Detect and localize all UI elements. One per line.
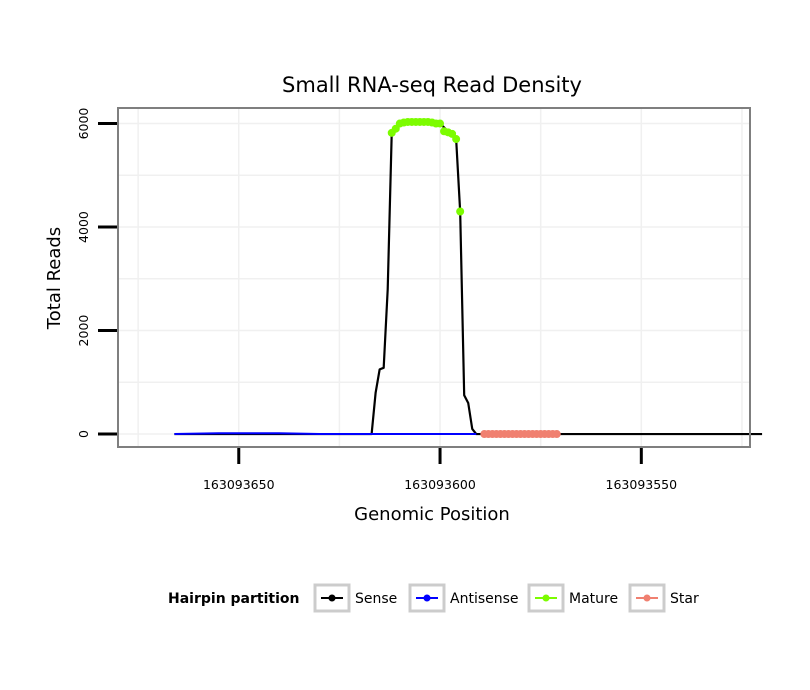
legend-key-point (328, 594, 336, 602)
x-tick-label: 163093650 (203, 477, 275, 492)
y-axis-label: Total Reads (44, 227, 65, 330)
y-tick-label: 4000 (76, 211, 91, 243)
y-tick-label: 0 (76, 430, 91, 438)
y-axis: 0 2000 4000 6000 (76, 108, 117, 438)
legend-title: Hairpin partition (168, 591, 299, 607)
series-antisense-line (174, 432, 477, 436)
y-tick-label: 2000 (76, 315, 91, 347)
series-mature-point (456, 207, 465, 216)
legend-key-point (423, 594, 431, 602)
plot-background (118, 108, 750, 447)
legend-label-antisense: Antisense (450, 591, 519, 607)
y-tick-label: 6000 (76, 108, 91, 140)
chart-title: Small RNA-seq Read Density (282, 73, 582, 97)
x-axis-label: Genomic Position (354, 504, 510, 525)
legend-key-point (643, 594, 651, 602)
legend-label-star: Star (670, 591, 699, 607)
x-tick-label: 163093600 (404, 477, 476, 492)
grid-lines (118, 108, 750, 447)
series-mature-point (452, 135, 461, 144)
series-star-point (552, 430, 561, 439)
series-mature-point (436, 119, 445, 128)
legend-label-mature: Mature (569, 591, 618, 607)
plot-border (117, 107, 751, 448)
x-axis: 163093650 163093600 163093550 (203, 448, 677, 492)
series-layer (174, 117, 763, 439)
legend-key-point (542, 594, 550, 602)
x-tick-label: 163093550 (606, 477, 678, 492)
legend: Hairpin partition Sense Antisense Mature St… (168, 583, 699, 613)
legend-label-sense: Sense (355, 591, 397, 607)
